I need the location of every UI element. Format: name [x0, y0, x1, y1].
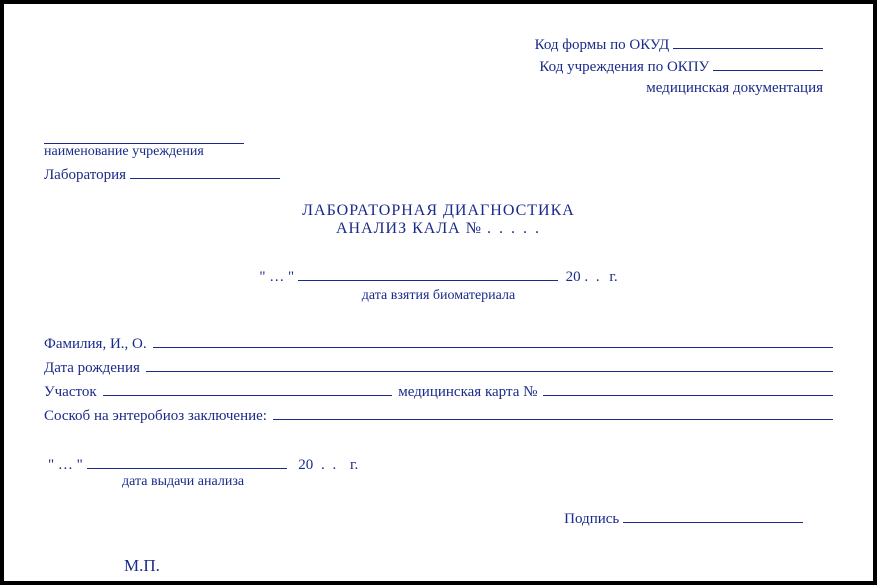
title-number-dots[interactable]: . . . . . [487, 220, 541, 237]
signature-field[interactable] [623, 508, 803, 523]
header-block: Код формы по ОКУД Код учреждения по ОКПУ… [44, 34, 823, 99]
title-line2: АНАЛИЗ КАЛА № . . . . . [44, 220, 833, 238]
issue-date-caption: дата выдачи анализа [122, 474, 833, 490]
title-block: ЛАБОРАТОРНАЯ ДИАГНОСТИКА АНАЛИЗ КАЛА № .… [44, 202, 833, 238]
fields-block: Фамилия, И., О. Дата рождения Участок ме… [44, 332, 833, 428]
issue-year-prefix: 20 [298, 457, 313, 473]
okud-row: Код формы по ОКУД [44, 34, 823, 56]
scrape-field[interactable] [273, 405, 833, 420]
collection-quote1: " … " [259, 269, 294, 285]
okud-label: Код формы по ОКУД [535, 37, 670, 53]
dob-row: Дата рождения [44, 356, 833, 380]
issue-quote1: " … " [48, 457, 83, 473]
dob-field[interactable] [146, 357, 833, 372]
fio-row: Фамилия, И., О. [44, 332, 833, 356]
form-page: Код формы по ОКУД Код учреждения по ОКПУ… [4, 4, 873, 581]
card-label: медицинская карта № [398, 380, 537, 404]
okpu-field[interactable] [713, 56, 823, 71]
issue-year-dots[interactable]: . . [321, 457, 338, 473]
area-row: Участок медицинская карта № [44, 380, 833, 404]
issue-date-block: " … " 20 . . г. дата выдачи анализа [44, 454, 833, 490]
institution-caption: наименование учреждения [44, 144, 833, 160]
scrape-row: Соскоб на энтеробиоз заключение: [44, 404, 833, 428]
collection-year-prefix: 20 [566, 269, 581, 285]
laboratory-field[interactable] [130, 164, 280, 179]
area-label: Участок [44, 380, 97, 404]
laboratory-row: Лаборатория [44, 164, 833, 184]
issue-date-row: " … " 20 . . г. [44, 454, 833, 474]
institution-name-field[interactable] [44, 129, 244, 144]
dob-label: Дата рождения [44, 356, 140, 380]
fio-label: Фамилия, И., О. [44, 332, 147, 356]
issue-month-field[interactable] [87, 454, 287, 469]
okpu-row: Код учреждения по ОКПУ [44, 56, 823, 78]
area-field[interactable] [103, 381, 393, 396]
okpu-label: Код учреждения по ОКПУ [539, 59, 709, 75]
signature-block: Подпись [44, 508, 803, 528]
institution-block: наименование учреждения Лаборатория [44, 129, 833, 184]
laboratory-label: Лаборатория [44, 167, 126, 183]
card-field[interactable] [543, 381, 833, 396]
collection-date-block: " … " 20 . . г. дата взятия биоматериала [44, 266, 833, 304]
issue-year-suffix: г. [350, 457, 358, 473]
doc-type-label: медицинская документация [44, 78, 823, 99]
okud-field[interactable] [673, 34, 823, 49]
collection-year-dots[interactable]: . . [584, 269, 601, 285]
collection-date-caption: дата взятия биоматериала [44, 288, 833, 304]
stamp-label: М.П. [124, 556, 833, 576]
signature-label: Подпись [564, 511, 619, 527]
title-line1: ЛАБОРАТОРНАЯ ДИАГНОСТИКА [44, 202, 833, 220]
collection-date-row: " … " 20 . . г. [259, 266, 617, 286]
title-line2-prefix: АНАЛИЗ КАЛА № [336, 220, 482, 237]
collection-year-suffix: г. [609, 269, 617, 285]
collection-month-field[interactable] [298, 266, 558, 281]
scrape-label: Соскоб на энтеробиоз заключение: [44, 404, 267, 428]
fio-field[interactable] [153, 333, 833, 348]
